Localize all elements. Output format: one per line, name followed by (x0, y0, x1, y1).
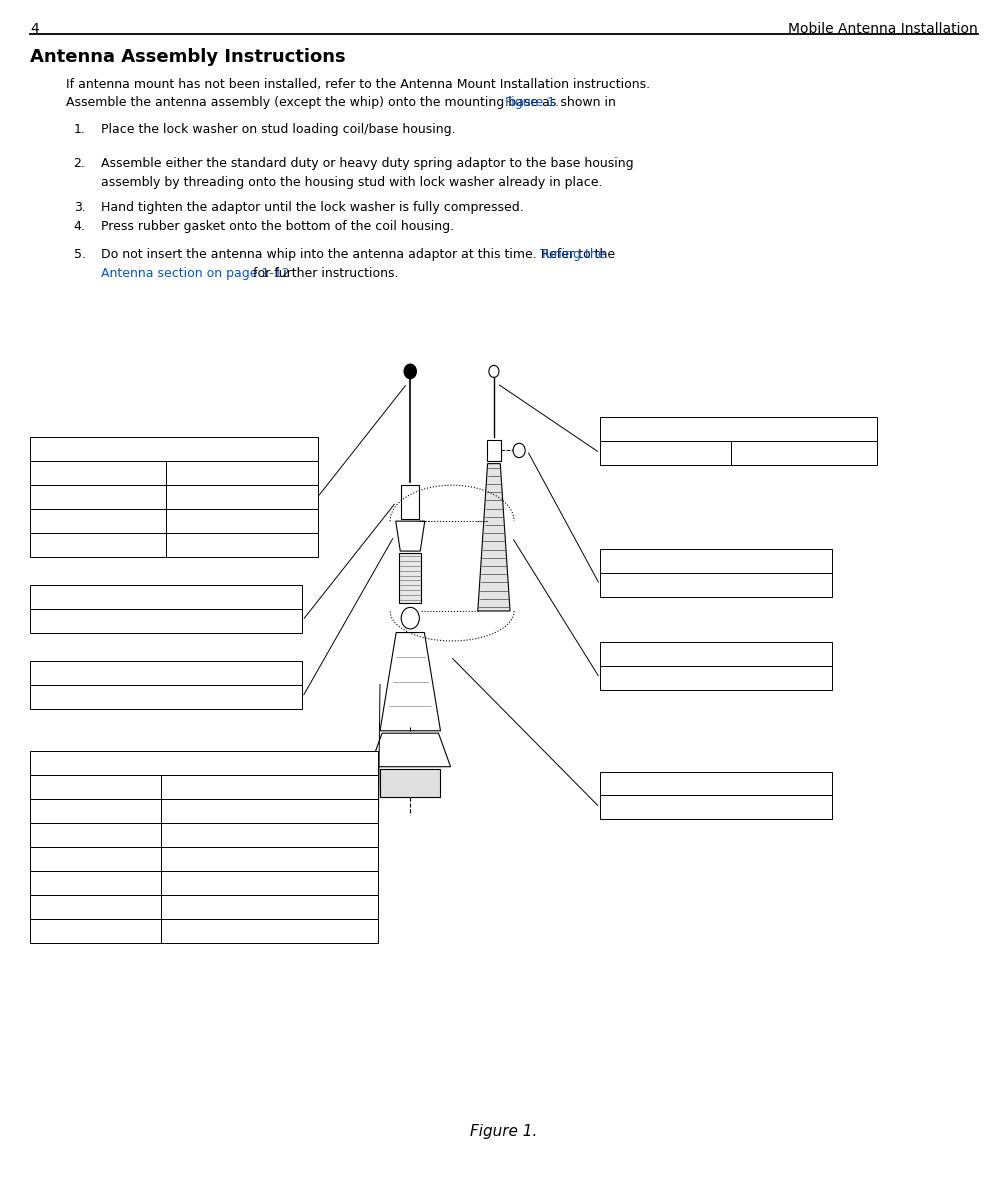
Bar (399, 553, 421, 603)
Text: Lock washer: Lock washer (131, 668, 202, 678)
Text: 01-80373B34: 01-80373B34 (677, 673, 754, 683)
Text: 01-80358A88: 01-80358A88 (35, 830, 113, 840)
Text: Figure 1.: Figure 1. (505, 96, 558, 109)
Text: 30 – 36 MHz: 30 – 36 MHz (166, 782, 236, 792)
Text: 32-80369B53: 32-80369B53 (677, 803, 754, 812)
Circle shape (404, 364, 416, 379)
Text: Antenna Assembly Instructions: Antenna Assembly Instructions (30, 48, 346, 66)
Bar (380, 769, 440, 797)
Bar (600, 772, 832, 795)
Bar (30, 823, 378, 847)
Bar (30, 461, 318, 485)
Bar (600, 666, 832, 690)
Bar (600, 642, 832, 666)
Text: If antenna mount has not been installed, refer to the Antenna Mount Installation: If antenna mount has not been installed,… (66, 78, 649, 91)
Text: Do not insert the antenna whip into the antenna adaptor at this time. Refer to t: Do not insert the antenna whip into the … (101, 248, 619, 261)
Text: Heavy Duty Spring: Heavy Duty Spring (662, 649, 769, 659)
Text: 03-80374B24: 03-80374B24 (677, 580, 754, 589)
Circle shape (401, 607, 419, 629)
Polygon shape (396, 521, 424, 551)
Text: 01-80358A89: 01-80358A89 (35, 854, 113, 864)
Text: Figure 1.: Figure 1. (471, 1124, 537, 1139)
Text: 42 – 50 MHz: 42 – 50 MHz (166, 830, 236, 840)
Text: 136 – 174 MHz: 136 – 174 MHz (166, 878, 251, 888)
Bar (30, 509, 318, 533)
Text: Whip: Whip (724, 424, 753, 434)
Text: Standard Duty Whip Adapter: Standard Duty Whip Adapter (85, 592, 248, 601)
Bar (30, 871, 378, 895)
Bar (30, 661, 302, 685)
Bar (30, 533, 318, 557)
Text: Mobile Antenna Installation: Mobile Antenna Installation (788, 22, 978, 36)
Text: 445 – 470 MHz: 445 – 470 MHz (171, 492, 256, 502)
Text: 66 – 88 MHz: 66 – 88 MHz (166, 854, 236, 864)
Bar (30, 847, 378, 871)
Bar (30, 585, 302, 609)
Text: 406 – 512 MHz Heavy Duty Spring: 406 – 512 MHz Heavy Duty Spring (166, 902, 362, 912)
Text: 01-80358A91: 01-80358A91 (35, 902, 113, 912)
Text: 2.: 2. (74, 157, 86, 170)
Text: 47-80369B56: 47-80369B56 (605, 448, 681, 458)
Text: Assemble either the standard duty or heavy duty spring adaptor to the base housi: Assemble either the standard duty or hea… (101, 157, 633, 170)
Text: 01-80358A87: 01-80358A87 (35, 806, 113, 816)
Text: 4: 4 (30, 22, 39, 36)
Text: 01-80358A86: 01-80358A86 (35, 782, 112, 792)
Bar (30, 895, 378, 919)
Text: Place the lock washer on stud loading coil/base housing.: Place the lock washer on stud loading co… (101, 123, 456, 137)
Text: Press rubber gasket onto the bottom of the coil housing.: Press rubber gasket onto the bottom of t… (101, 220, 454, 234)
Text: assembly by threading onto the housing stud with lock washer already in place.: assembly by threading onto the housing s… (101, 175, 603, 188)
Polygon shape (370, 733, 451, 767)
Text: 4.: 4. (74, 220, 86, 234)
Text: Set Screw: Set Screw (687, 556, 744, 565)
Text: 1.: 1. (74, 123, 86, 137)
Bar (401, 485, 419, 519)
Text: for further instructions.: for further instructions. (249, 266, 398, 279)
Text: 01-80358A90: 01-80358A90 (35, 878, 113, 888)
Bar (600, 549, 832, 573)
Bar (30, 751, 378, 775)
Bar (30, 485, 318, 509)
Text: Tuning the: Tuning the (540, 248, 606, 261)
Polygon shape (380, 633, 440, 731)
Text: Antenna section on page 1-12: Antenna section on page 1-12 (101, 266, 289, 279)
Text: 58-80368B32: 58-80368B32 (128, 616, 205, 625)
Text: 494 – 512 MHz: 494 – 512 MHz (171, 540, 256, 550)
Bar (30, 799, 378, 823)
Circle shape (489, 365, 499, 377)
Bar (30, 685, 302, 709)
Bar (600, 573, 832, 597)
Text: Whip: Whip (159, 444, 188, 454)
Bar (30, 775, 378, 799)
Polygon shape (478, 464, 510, 611)
Bar (30, 437, 318, 461)
Bar (600, 441, 877, 465)
Text: 406 – 420 MHz: 406 – 420 MHz (171, 468, 255, 478)
Bar (30, 919, 378, 943)
Bar (600, 795, 832, 819)
Text: 01-80358A38: 01-80358A38 (35, 492, 113, 502)
Text: 01-80358A40: 01-80358A40 (35, 540, 112, 550)
Text: Hand tighten the adaptor until the lock washer is fully compressed.: Hand tighten the adaptor until the lock … (101, 201, 523, 214)
Text: 470 – 494 MHz: 470 – 494 MHz (171, 516, 256, 526)
Text: 30 – 174MHz: 30 – 174MHz (736, 448, 809, 458)
Text: Assemble the antenna assembly (except the whip) onto the mounting base as shown : Assemble the antenna assembly (except th… (66, 96, 619, 109)
Text: 406 – 512 MHz Standard Duty: 406 – 512 MHz Standard Duty (166, 926, 337, 936)
Text: 5.: 5. (74, 248, 86, 261)
Text: Loading Coils/Base housing: Loading Coils/Base housing (126, 758, 282, 768)
Text: 3.: 3. (74, 201, 86, 214)
Text: Rubber Gasket: Rubber Gasket (673, 779, 758, 788)
Bar (30, 609, 302, 633)
Text: 01-80358A37: 01-80358A37 (35, 468, 113, 478)
Circle shape (513, 443, 525, 458)
Bar (487, 440, 501, 461)
Text: 01-80358A39: 01-80358A39 (35, 516, 113, 526)
Text: 36 – 42 MHz: 36 – 42 MHz (166, 806, 236, 816)
Text: 01-80358A92: 01-80358A92 (35, 926, 112, 936)
Text: 04-80378B70: 04-80378B70 (128, 692, 205, 702)
Bar (600, 417, 877, 441)
